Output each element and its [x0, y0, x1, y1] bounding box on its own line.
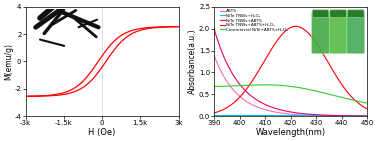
Legend: ABTS, NiTe TNWs+H₂O₂, NiTe TNWs+ABTS, NiTe TNWs+ABTS+H₂O₂, Commercial NiTe+ABTS+: ABTS, NiTe TNWs+H₂O₂, NiTe TNWs+ABTS, Ni… — [218, 8, 289, 33]
X-axis label: Wavelength(nm): Wavelength(nm) — [256, 128, 326, 137]
X-axis label: H (Oe): H (Oe) — [88, 128, 116, 137]
Y-axis label: M(emu/g): M(emu/g) — [4, 43, 13, 80]
Y-axis label: Absorbance(a.u.): Absorbance(a.u.) — [189, 29, 197, 94]
